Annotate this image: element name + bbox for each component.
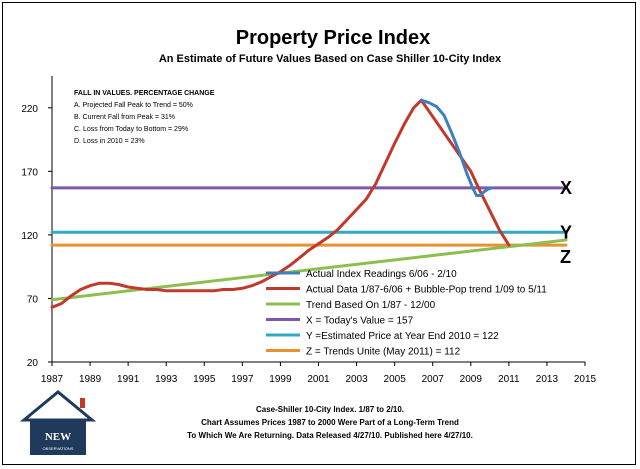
footer-line-3: To Which We Are Returning. Data Released… bbox=[187, 431, 473, 440]
y-tick-label: 70 bbox=[27, 294, 39, 305]
x-tick-label: 2003 bbox=[345, 374, 368, 385]
legend-label: Y =Estimated Price at Year End 2010 = 12… bbox=[306, 331, 499, 342]
note-line-d: D. Loss in 2010 = 23% bbox=[74, 138, 145, 145]
x-tick-label: 2001 bbox=[307, 374, 330, 385]
x-tick-label: 1987 bbox=[41, 374, 64, 385]
footer-line-1: Case-Shiller 10-City Index. 1/87 to 2/10… bbox=[256, 405, 404, 414]
x-tick-label: 1999 bbox=[269, 374, 292, 385]
legend-label: Actual Data 1/87-6/06 + Bubble-Pop trend… bbox=[306, 285, 547, 296]
note-line-b: B. Current Fall from Peak = 31% bbox=[74, 114, 175, 121]
annotation-layer: X YZ bbox=[560, 178, 572, 267]
x-tick-label: 2015 bbox=[574, 374, 597, 385]
new-observations-logo: NEW OBSERVATIONS bbox=[19, 390, 97, 455]
legend-label: Trend Based On 1/87 - 12/00 bbox=[306, 300, 436, 311]
note-line-c: C. Loss from Today to Bottom = 29% bbox=[74, 126, 188, 133]
series-layer bbox=[50, 98, 568, 309]
annotation-x: X bbox=[560, 178, 572, 198]
chart-subtitle: An Estimate of Future Values Based on Ca… bbox=[159, 53, 502, 65]
footer: Case-Shiller 10-City Index. 1/87 to 2/10… bbox=[187, 405, 473, 440]
series-line-1 bbox=[50, 98, 511, 309]
x-tick-label: 2011 bbox=[498, 374, 520, 385]
legend-label: X = Today's Value = 157 bbox=[306, 316, 414, 327]
logo-text: NEW bbox=[45, 431, 71, 443]
legend-label: Z = Trends Unite (May 2011) = 112 bbox=[306, 347, 461, 358]
annotation-y: Y bbox=[560, 222, 572, 242]
x-tick-label: 1997 bbox=[231, 374, 254, 385]
notes-box: FALL IN VALUES. PERCENTAGE CHANGE A. Pro… bbox=[74, 90, 215, 145]
series-line-0 bbox=[419, 98, 494, 197]
x-tick-label: 2013 bbox=[536, 374, 559, 385]
footer-line-2: Chart Assumes Prices 1987 to 2000 Were P… bbox=[201, 418, 459, 427]
x-tick-label: 2007 bbox=[422, 374, 445, 385]
x-tick-label: 1991 bbox=[117, 374, 140, 385]
x-tick-label: 1989 bbox=[79, 374, 102, 385]
legend: Actual Index Readings 6/06 - 2/10 Actual … bbox=[266, 269, 547, 358]
y-tick-label: 20 bbox=[27, 358, 39, 369]
note-line-a: A. Projected Fall Peak to Trend = 50% bbox=[74, 102, 193, 109]
y-tick-label: 170 bbox=[21, 167, 38, 178]
logo-house-icon bbox=[30, 419, 86, 455]
x-tick-label: 2005 bbox=[384, 374, 407, 385]
x-tick-label: 1995 bbox=[193, 374, 216, 385]
annotation-z: Z bbox=[560, 247, 571, 267]
axes: 1987 1989 1991 1993 1995 1997 1999 2001 2003 2005… bbox=[21, 76, 597, 385]
chart-title: Property Price Index bbox=[236, 27, 431, 49]
legend-label: Actual Index Readings 6/06 - 2/10 bbox=[306, 269, 457, 280]
logo-chimney-icon bbox=[80, 398, 85, 408]
y-tick-label: 220 bbox=[21, 104, 38, 115]
notes-heading: FALL IN VALUES. PERCENTAGE CHANGE bbox=[74, 90, 215, 97]
y-tick-label: 120 bbox=[21, 231, 38, 242]
x-tick-label: 1993 bbox=[155, 374, 178, 385]
x-tick-label: 2009 bbox=[460, 374, 483, 385]
logo-subtext: OBSERVATIONS bbox=[43, 446, 74, 451]
